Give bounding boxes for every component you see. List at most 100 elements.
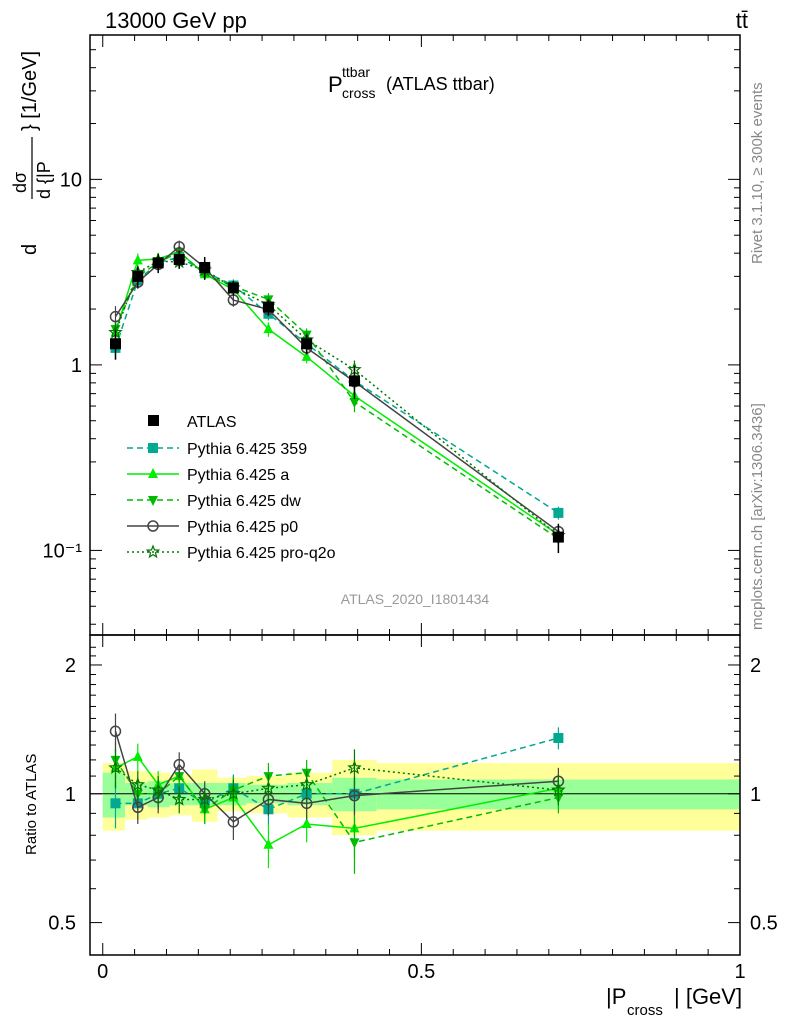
series-line-main: [114, 260, 559, 537]
atlas-data-point: [109, 338, 121, 350]
main-y-tick-label: 10⁻¹: [43, 540, 83, 562]
data-point-ratio: [347, 760, 362, 775]
xlabel-sub: cross: [627, 1002, 663, 1019]
data-point-ratio: [110, 798, 121, 809]
ylabel-num: dσ: [10, 172, 30, 193]
atlas-data-point: [152, 257, 164, 269]
data-point-ratio: [171, 791, 187, 806]
series-line-ratio: [114, 731, 559, 823]
main-y-tick-label: 10: [60, 169, 82, 191]
ratio-y-tick-label-right: 2: [750, 655, 761, 677]
data-point-ratio: [108, 760, 123, 775]
ylabel-pre: d: [19, 244, 41, 255]
atlas-data-point: [262, 301, 274, 313]
atlas-data-point: [132, 270, 144, 282]
data-point-ratio: [130, 777, 146, 791]
series-line-main: [114, 256, 559, 514]
data-point-ratio: [197, 791, 212, 806]
legend-label-4: Pythia 6.425 pro-q2o: [187, 545, 336, 562]
series-line-ratio: [115, 755, 559, 846]
legend-marker-1: [148, 468, 158, 478]
data-point-ratio: [348, 789, 361, 802]
ylabel-den: d {|P: [34, 161, 54, 199]
atlas-data: [109, 251, 564, 554]
legend-label-0: Pythia 6.425 359: [187, 441, 307, 458]
xlabel-rest: | [GeV]: [674, 984, 742, 1009]
data-point-main: [301, 350, 312, 361]
data-point-ratio: [150, 782, 166, 797]
y-axis-label: d dσ d {|P } [1/GeV]: [10, 51, 54, 255]
series-3: [109, 240, 565, 840]
ratio-y-tick-label: 0.5: [48, 913, 76, 935]
data-point-main: [109, 310, 122, 323]
data-point-ratio: [551, 782, 566, 797]
atlas-data-point: [348, 375, 360, 387]
ylabel-unit: } [1/GeV]: [19, 51, 41, 131]
legend-marker-3: [147, 520, 159, 532]
data-point-ratio: [299, 777, 314, 791]
x-tick-label: 1: [734, 961, 745, 983]
legend-marker-atlas: [148, 415, 159, 426]
data-point-ratio: [553, 733, 564, 744]
data-point-main: [263, 323, 274, 334]
data-point-ratio: [301, 817, 312, 828]
title-sub: cross: [342, 85, 375, 101]
series-layer: [108, 240, 566, 874]
series-line-main: [114, 250, 559, 536]
data-point-ratio: [263, 838, 274, 849]
data-point-ratio: [227, 816, 240, 828]
series-line-ratio: [115, 737, 559, 811]
atlas-data-point: [173, 253, 185, 265]
legend-label-2: Pythia 6.425 dw: [187, 493, 301, 510]
x-tick-label: 0: [97, 961, 108, 983]
title-main: P: [328, 72, 343, 97]
atlas-data-point: [552, 531, 564, 543]
legend-marker-4: [145, 544, 161, 559]
legend-marker-0: [148, 443, 158, 453]
x-tick-label: 0.5: [407, 961, 435, 983]
data-point-main: [553, 507, 564, 518]
ratio-y-tick-label-right: 0.5: [750, 913, 778, 935]
series-line-ratio: [114, 759, 559, 844]
energy-label: 13000 GeV pp: [105, 8, 247, 33]
legend-label-1: Pythia 6.425 a: [187, 467, 289, 484]
stat-uncertainty-band: [102, 772, 126, 818]
x-axis-label: |P cross | [GeV]: [606, 984, 742, 1019]
title-sup: ttbar: [342, 64, 370, 80]
data-point-ratio: [132, 750, 143, 761]
axes: 10 1 10⁻¹ 2 2 1 1 0.5 0.5 0 0.5 1: [43, 34, 778, 983]
data-point-ratio: [349, 838, 360, 849]
atlas-data-point: [301, 338, 313, 350]
ratio-frame: [89, 634, 741, 956]
title-rest: (ATLAS ttbar): [386, 74, 495, 94]
ratio-y-tick-label: 1: [65, 784, 76, 806]
data-point-ratio: [261, 780, 276, 795]
rivet-label: Rivet 3.1.10, ≥ 300k events: [749, 82, 766, 264]
ratio-y-label: Ratio to ATLAS: [23, 754, 40, 855]
plot-title: P ttbar cross (ATLAS ttbar): [328, 64, 495, 101]
data-point-main: [349, 397, 360, 408]
legend-label-atlas: ATLAS: [187, 414, 237, 431]
legend-label-3: Pythia 6.425 p0: [187, 519, 298, 536]
data-point-ratio: [109, 725, 122, 738]
mcplots-label: mcplots.cern.ch [arXiv:1306.3436]: [749, 403, 766, 630]
series-0: [110, 251, 564, 829]
data-point-main: [132, 254, 143, 265]
data-point-ratio: [173, 758, 185, 771]
series-line-main: [114, 250, 559, 540]
series-line-ratio: [115, 767, 559, 801]
xlabel-main: |P: [606, 984, 626, 1009]
data-point-ratio: [226, 786, 241, 800]
legend-marker-2: [148, 496, 158, 506]
ratio-y-tick-label: 2: [65, 655, 76, 677]
legend: ATLAS Pythia 6.425 359 Pythia 6.425 a Pyth…: [127, 414, 336, 562]
series-line-main: [114, 245, 559, 533]
process-label: tt̄: [736, 8, 748, 33]
atlas-data-point: [199, 261, 211, 273]
watermark: ATLAS_2020_I1801434: [341, 591, 490, 607]
series-4: [108, 253, 566, 814]
atlas-data-point: [227, 282, 239, 294]
ratio-y-tick-label-right: 1: [750, 784, 761, 806]
data-point-ratio: [132, 801, 144, 814]
